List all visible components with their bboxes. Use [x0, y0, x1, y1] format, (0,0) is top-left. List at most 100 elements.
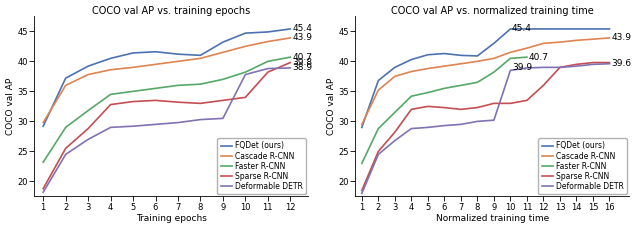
Deformable DETR [391, 139, 399, 142]
Cascade R-CNN [196, 57, 204, 60]
Faster R-CNN [287, 56, 294, 59]
Sparse R-CNN [264, 71, 271, 74]
Deformable DETR [490, 119, 498, 122]
Cascade R-CNN [39, 121, 47, 124]
FQDet (ours) [440, 52, 448, 55]
Faster R-CNN [523, 56, 531, 59]
Faster R-CNN [358, 162, 365, 165]
Deformable DETR [62, 153, 70, 156]
Text: 45.4: 45.4 [292, 25, 312, 33]
Cascade R-CNN [287, 37, 294, 39]
Faster R-CNN [457, 84, 465, 87]
Sparse R-CNN [556, 66, 564, 69]
Deformable DETR [107, 126, 115, 129]
Line: Faster R-CNN: Faster R-CNN [43, 57, 291, 162]
Sparse R-CNN [129, 100, 137, 103]
Line: FQDet (ours): FQDet (ours) [362, 29, 609, 127]
Faster R-CNN [219, 78, 227, 81]
Title: COCO val AP vs. normalized training time: COCO val AP vs. normalized training time [391, 5, 594, 16]
Sparse R-CNN [523, 99, 531, 102]
Faster R-CNN [84, 109, 92, 112]
FQDet (ours) [540, 27, 547, 30]
FQDet (ours) [62, 77, 70, 79]
Faster R-CNN [506, 57, 514, 60]
Sparse R-CNN [39, 187, 47, 190]
Sparse R-CNN [573, 63, 580, 66]
Cascade R-CNN [573, 39, 580, 42]
Cascade R-CNN [490, 57, 498, 60]
Sparse R-CNN [84, 127, 92, 130]
Sparse R-CNN [457, 108, 465, 111]
FQDet (ours) [556, 27, 564, 30]
Text: 38.9: 38.9 [292, 63, 313, 72]
Cascade R-CNN [219, 51, 227, 54]
Deformable DETR [605, 62, 613, 65]
FQDet (ours) [264, 30, 271, 33]
Cascade R-CNN [474, 60, 481, 63]
FQDet (ours) [84, 65, 92, 68]
Sparse R-CNN [196, 102, 204, 105]
Cascade R-CNN [605, 37, 613, 39]
Faster R-CNN [474, 81, 481, 84]
Sparse R-CNN [219, 99, 227, 102]
Cascade R-CNN [391, 75, 399, 78]
Deformable DETR [358, 192, 365, 195]
Legend: FQDet (ours), Cascade R-CNN, Faster R-CNN, Sparse R-CNN, Deformable DETR: FQDet (ours), Cascade R-CNN, Faster R-CN… [538, 139, 627, 194]
Deformable DETR [129, 125, 137, 128]
FQDet (ours) [152, 50, 159, 53]
Deformable DETR [573, 65, 580, 68]
Cascade R-CNN [374, 89, 382, 92]
FQDet (ours) [457, 54, 465, 57]
Legend: FQDet (ours), Cascade R-CNN, Faster R-CNN, Sparse R-CNN, Deformable DETR: FQDet (ours), Cascade R-CNN, Faster R-CN… [218, 139, 306, 194]
FQDet (ours) [129, 52, 137, 54]
Sparse R-CNN [506, 102, 514, 105]
Faster R-CNN [174, 84, 182, 87]
FQDet (ours) [490, 42, 498, 45]
Deformable DETR [84, 138, 92, 141]
Cascade R-CNN [264, 40, 271, 43]
Sparse R-CNN [107, 103, 115, 106]
FQDet (ours) [605, 27, 613, 30]
Y-axis label: COCO val AP: COCO val AP [326, 78, 335, 135]
Line: Faster R-CNN: Faster R-CNN [362, 57, 527, 164]
Faster R-CNN [374, 127, 382, 130]
Deformable DETR [540, 66, 547, 69]
FQDet (ours) [196, 54, 204, 57]
Sparse R-CNN [374, 150, 382, 153]
FQDet (ours) [523, 27, 531, 30]
Line: Deformable DETR: Deformable DETR [43, 68, 291, 192]
Cascade R-CNN [523, 47, 531, 49]
Cascade R-CNN [107, 68, 115, 71]
Text: 43.9: 43.9 [292, 33, 312, 42]
Cascade R-CNN [152, 63, 159, 66]
Cascade R-CNN [506, 51, 514, 54]
FQDet (ours) [506, 27, 514, 30]
Sparse R-CNN [540, 84, 547, 87]
Text: 45.4: 45.4 [512, 25, 532, 33]
Cascade R-CNN [358, 123, 365, 126]
Cascade R-CNN [424, 67, 432, 70]
Sparse R-CNN [241, 96, 249, 99]
FQDet (ours) [219, 41, 227, 44]
Faster R-CNN [424, 91, 432, 94]
Deformable DETR [174, 121, 182, 124]
Faster R-CNN [196, 83, 204, 86]
Line: Sparse R-CNN: Sparse R-CNN [362, 63, 609, 191]
Deformable DETR [474, 120, 481, 123]
Line: FQDet (ours): FQDet (ours) [43, 29, 291, 126]
Line: Cascade R-CNN: Cascade R-CNN [362, 38, 609, 124]
Cascade R-CNN [457, 62, 465, 65]
Deformable DETR [556, 66, 564, 69]
Cascade R-CNN [589, 38, 596, 41]
FQDet (ours) [391, 66, 399, 69]
Sparse R-CNN [408, 108, 415, 111]
Deformable DETR [440, 124, 448, 127]
Deformable DETR [506, 69, 514, 72]
Deformable DETR [523, 67, 531, 69]
Faster R-CNN [408, 95, 415, 98]
FQDet (ours) [287, 27, 294, 30]
Deformable DETR [264, 67, 271, 70]
Deformable DETR [424, 126, 432, 129]
Cascade R-CNN [174, 60, 182, 63]
Deformable DETR [152, 123, 159, 126]
